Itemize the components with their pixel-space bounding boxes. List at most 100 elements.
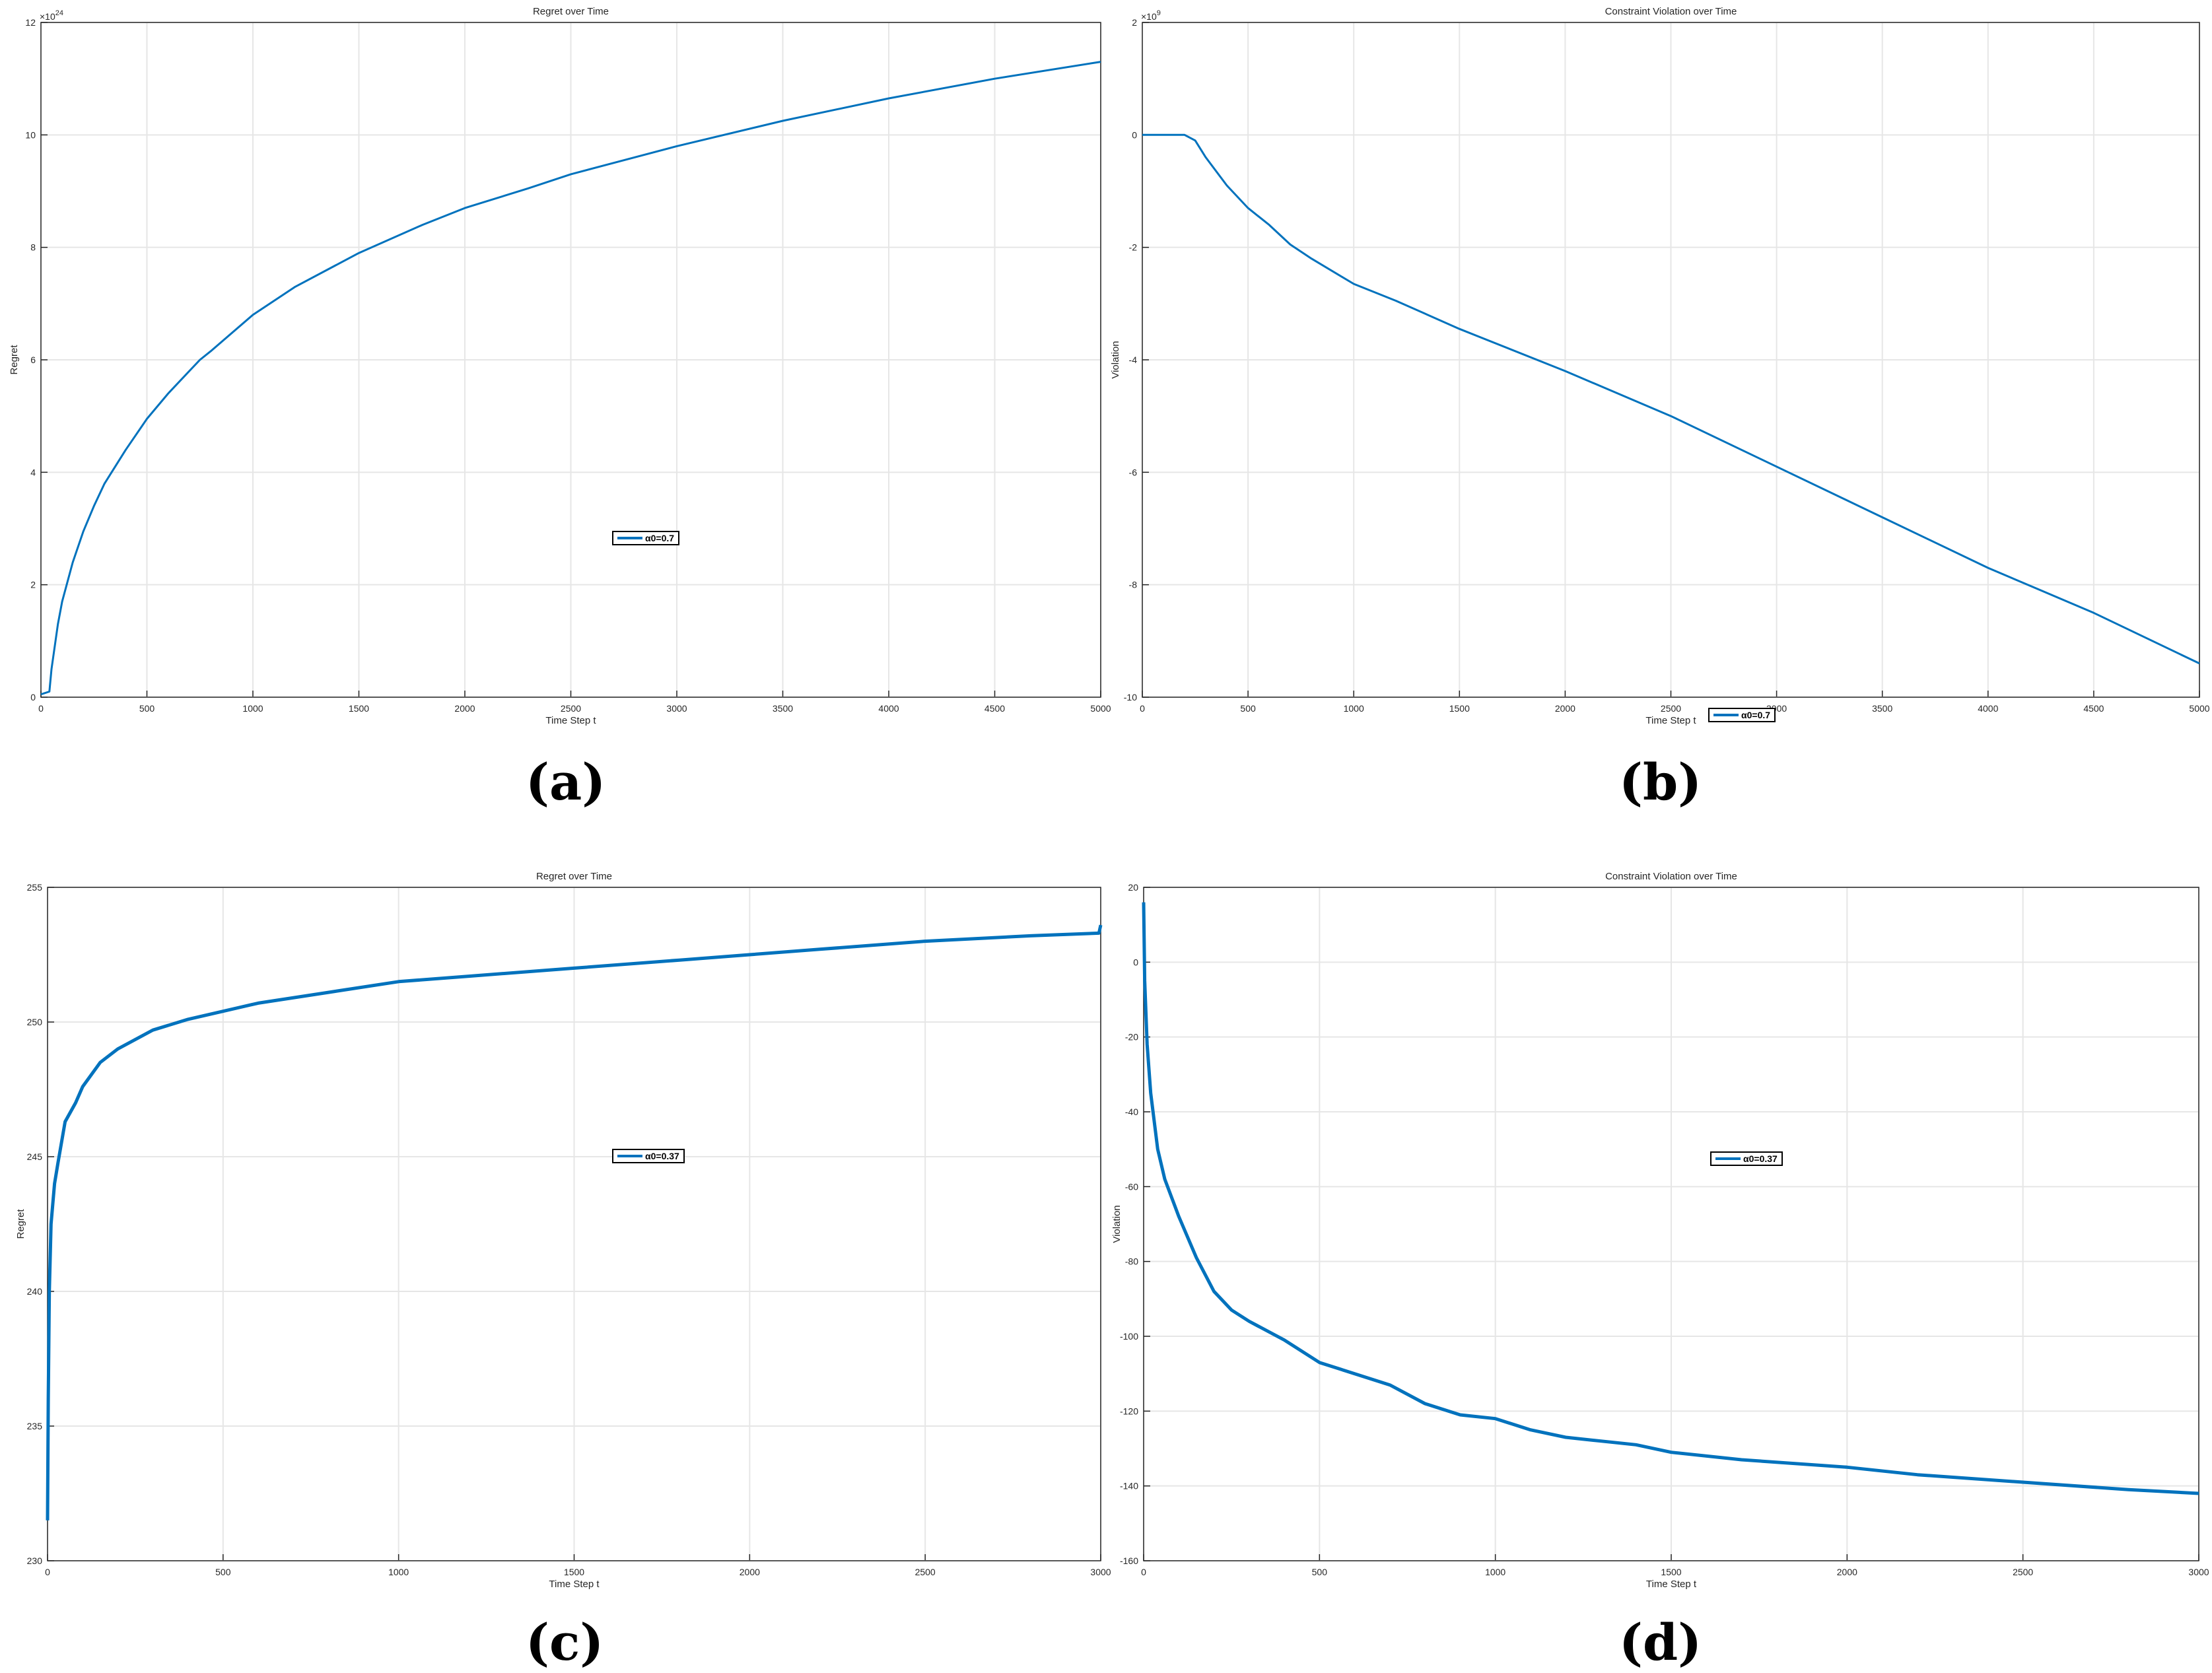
- y-axis-label-a: Regret: [9, 345, 20, 375]
- chart-panel-b: 0 500 1000 1500 2000 2500 3000 3500 4000 4500 5000…: [1109, 0, 2212, 726]
- y-tick-label-d: -60: [1125, 1181, 1138, 1192]
- legend-a: α0=0.7: [612, 531, 680, 545]
- y-tick-label-a: 10: [25, 129, 36, 140]
- legend-d: α0=0.37: [1710, 1151, 1783, 1166]
- y-tick-label-a: 12: [25, 17, 36, 28]
- x-tick-label-b: 1500: [1449, 703, 1470, 714]
- y-axis-label-b: Violation: [1110, 341, 1121, 378]
- x-tick-label-a: 5000: [1090, 703, 1111, 714]
- x-axis-label-c: Time Step t: [549, 1579, 600, 1590]
- x-tick-label-d: 2500: [2013, 1567, 2033, 1577]
- y-tick-label-b: -8: [1129, 580, 1138, 590]
- series-line-a-0: [40, 61, 1101, 696]
- axes-frame-c: [47, 887, 1101, 1561]
- series-line-b-0: [1142, 133, 2200, 665]
- caption-b: (b): [1619, 753, 1702, 811]
- x-axis-label-d: Time Step t: [1646, 1579, 1697, 1590]
- x-tick-label-c: 1000: [388, 1567, 409, 1577]
- x-tick-label-d: 1000: [1485, 1567, 1505, 1577]
- chart-title-b: Constraint Violation over Time: [1605, 6, 1737, 17]
- y-tick-label-d: -40: [1125, 1107, 1138, 1117]
- chart-title-d: Constraint Violation over Time: [1605, 871, 1737, 882]
- y-tick-label-c: 235: [27, 1421, 43, 1431]
- x-axis-label-b: Time Step t: [1645, 715, 1696, 726]
- chart-panel-a: 0 500 1000 1500 2000 2500 3000 3500 4000 4500 5000…: [0, 0, 1111, 726]
- legend-d-label: α0=0.37: [1743, 1153, 1778, 1164]
- x-tick-label-d: 2000: [1837, 1567, 1857, 1577]
- y-tick-label-a: 6: [30, 355, 36, 365]
- legend-d-swatch: [1715, 1157, 1741, 1160]
- y-axis-label-c: Regret: [15, 1209, 26, 1239]
- y-tick-label-a: 4: [30, 467, 36, 477]
- y-exponent-label-b: ×109: [1141, 9, 1161, 22]
- chart-title-a: Regret over Time: [533, 6, 609, 17]
- x-tick-label-a: 1000: [242, 703, 263, 714]
- x-tick-label-a: 4500: [985, 703, 1005, 714]
- x-tick-label-b: 2500: [1661, 703, 1681, 714]
- caption-c: (c): [526, 1613, 604, 1672]
- x-tick-label-d: 3000: [2188, 1567, 2209, 1577]
- x-tick-label-a: 4000: [878, 703, 899, 714]
- x-tick-label-b: 1000: [1344, 703, 1364, 714]
- y-tick-label-b: -10: [1124, 692, 1137, 702]
- x-tick-label-a: 2500: [561, 703, 581, 714]
- x-tick-label-c: 2000: [740, 1567, 760, 1577]
- caption-a: (a): [526, 753, 606, 811]
- chart-a-svg: 0 500 1000 1500 2000 2500 3000 3500 4000 4500 5000…: [9, 6, 1111, 726]
- x-tick-label-b: 500: [1240, 703, 1256, 714]
- y-tick-label-c: 255: [27, 882, 43, 893]
- axes-frame-a: [40, 22, 1101, 698]
- y-tick-label-d: -80: [1125, 1256, 1138, 1267]
- x-tick-label-b: 2000: [1555, 703, 1575, 714]
- x-tick-label-b: 0: [1140, 703, 1145, 714]
- x-tick-label-b: 5000: [2189, 703, 2209, 714]
- y-tick-label-b: -4: [1129, 355, 1138, 365]
- legend-c-label: α0=0.37: [645, 1151, 679, 1161]
- y-tick-label-d: -160: [1120, 1555, 1138, 1566]
- series-line-d-0: [1142, 902, 2199, 1495]
- x-tick-label-a: 0: [38, 703, 44, 714]
- legend-b: α0=0.7: [1708, 708, 1776, 722]
- legend-c-swatch: [617, 1155, 642, 1157]
- y-tick-label-d: -140: [1120, 1481, 1138, 1491]
- x-tick-label-d: 1500: [1661, 1567, 1681, 1577]
- y-tick-label-a: 2: [30, 580, 36, 590]
- caption-d: (d): [1619, 1613, 1702, 1672]
- chart-c-svg: 0 500 1000 1500 2000 2500 3000 230 235 240 245 250 2…: [15, 871, 1111, 1590]
- x-tick-label-a: 1500: [349, 703, 369, 714]
- legend-c: α0=0.37: [612, 1149, 685, 1163]
- chart-title-c: Regret over Time: [536, 871, 612, 882]
- y-exponent-power-b: 9: [1157, 9, 1161, 17]
- y-tick-label-d: 0: [1133, 957, 1138, 967]
- y-tick-label-d: -20: [1125, 1032, 1138, 1042]
- x-tick-label-a: 500: [139, 703, 155, 714]
- y-tick-label-c: 250: [27, 1017, 43, 1027]
- y-tick-label-d: 20: [1128, 882, 1138, 893]
- x-tick-label-b: 4000: [1978, 703, 1998, 714]
- x-tick-label-a: 3000: [666, 703, 687, 714]
- legend-a-swatch: [617, 537, 642, 539]
- x-tick-label-c: 2500: [915, 1567, 936, 1577]
- y-tick-label-b: -6: [1129, 467, 1138, 477]
- x-tick-label-d: 500: [1312, 1567, 1328, 1577]
- chart-b-svg: 0 500 1000 1500 2000 2500 3000 3500 4000 4500 5000…: [1110, 6, 2210, 726]
- y-exponent-power-a: 24: [55, 9, 63, 17]
- y-tick-label-c: 240: [27, 1286, 43, 1297]
- legend-a-label: α0=0.7: [645, 533, 675, 543]
- legend-b-swatch: [1713, 714, 1739, 716]
- y-tick-label-d: -120: [1120, 1406, 1138, 1416]
- y-tick-label-d: -100: [1120, 1331, 1138, 1342]
- x-tick-label-c: 0: [45, 1567, 50, 1577]
- x-tick-label-d: 0: [1141, 1567, 1146, 1577]
- y-axis-label-d: Violation: [1111, 1205, 1123, 1243]
- x-tick-label-a: 2000: [454, 703, 475, 714]
- y-tick-label-a: 8: [30, 242, 36, 253]
- x-axis-label-a: Time Step t: [545, 715, 596, 726]
- y-tick-label-c: 230: [27, 1555, 43, 1566]
- x-tick-label-b: 4500: [2083, 703, 2104, 714]
- chart-panel-d: 0 500 1000 1500 2000 2500 3000 -160 -140 -120 -100…: [1109, 858, 2212, 1590]
- x-tick-label-b: 3500: [1872, 703, 1892, 714]
- legend-b-label: α0=0.7: [1741, 710, 1771, 720]
- x-tick-label-a: 3500: [773, 703, 793, 714]
- y-exponent-label-a: ×1024: [40, 9, 63, 22]
